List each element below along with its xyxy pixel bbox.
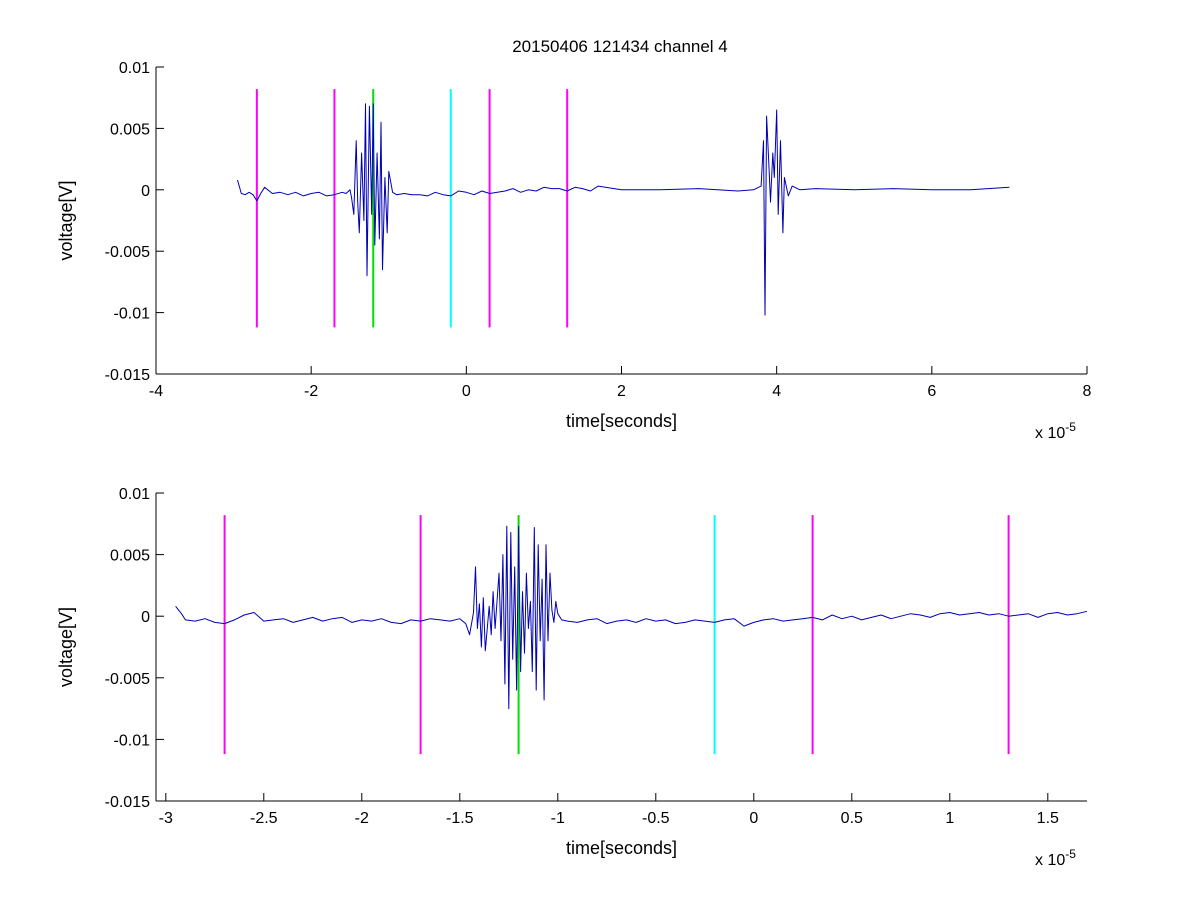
x-axis-multiplier: x 10-5 [1035,847,1076,869]
x-tick-label: 0 [462,383,471,400]
x-tick-label: 4 [772,383,781,400]
x-tick-label: -0.5 [642,810,670,827]
x-tick-label: -1 [551,810,565,827]
y-tick-label: 0.005 [110,548,150,565]
x-axis-label: time[seconds] [566,411,677,431]
x-tick-label: -4 [149,383,163,400]
x-tick-label: 0 [749,810,758,827]
y-tick-label: -0.005 [105,244,150,261]
x-tick-label: -2 [304,383,318,400]
y-tick-label: 0.01 [119,60,150,77]
y-tick-label: 0 [141,609,150,626]
x-tick-label: -2 [355,810,369,827]
x-tick-label: 1 [945,810,954,827]
bottom-plot: -3 -2.5 -2 -1.5 -1 -0.5 0 0.5 1 1.5 -0.015 -0.01 -0.… [56,486,1088,869]
y-tick-label: 0.01 [119,486,150,503]
y-axis-label: voltage[V] [56,607,76,687]
x-tick-label: -3 [159,810,173,827]
x-tick-label: 8 [1083,383,1092,400]
x-axis-multiplier-base: x 10 [1035,425,1065,442]
x-axis-multiplier-exponent: -5 [1065,847,1076,861]
x-tick-label: 2 [617,383,626,400]
x-tick-label: -2.5 [250,810,278,827]
voltage-signal-line [237,103,1010,316]
x-axis-label: time[seconds] [566,838,677,858]
top-plot: -4 -2 0 2 4 6 8 -0.015 -0.01 -0.005 0 0.005 0.01 time… [56,60,1092,442]
y-tick-label: 0 [141,183,150,200]
y-tick-label: -0.01 [114,732,151,749]
y-tick-label: -0.015 [105,794,150,811]
y-axis-label: voltage[V] [56,180,76,260]
x-tick-label: 0.5 [841,810,863,827]
y-tick-label: -0.01 [114,306,151,323]
y-tick-label: -0.015 [105,367,150,384]
x-tick-label: -1.5 [446,810,474,827]
x-tick-label: 6 [927,383,936,400]
x-axis-multiplier-exponent: -5 [1065,420,1076,434]
y-tick-label: -0.005 [105,671,150,688]
x-axis-multiplier-base: x 10 [1035,852,1065,869]
x-tick-label: 1.5 [1037,810,1059,827]
voltage-signal-line [175,525,1088,710]
chart-title: 20150406 121434 channel 4 [512,37,728,56]
y-tick-label: 0.005 [110,121,150,138]
x-axis-multiplier: x 10-5 [1035,420,1076,442]
